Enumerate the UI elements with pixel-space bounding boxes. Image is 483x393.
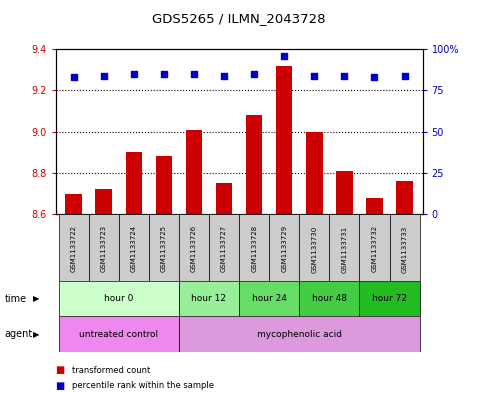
Text: ■: ■	[56, 365, 65, 375]
Bar	[89, 214, 119, 281]
Bar	[269, 214, 299, 281]
Bar	[239, 281, 299, 316]
Point	[311, 72, 318, 79]
Point	[70, 74, 77, 80]
Text: ▶: ▶	[33, 294, 39, 303]
Bar	[216, 183, 232, 214]
Point	[160, 71, 168, 77]
Bar	[156, 156, 172, 214]
Bar	[299, 214, 329, 281]
Point	[220, 72, 228, 79]
Bar	[329, 214, 359, 281]
Bar	[276, 66, 293, 214]
Text: hour 24: hour 24	[252, 294, 286, 303]
Bar	[389, 214, 420, 281]
Bar	[58, 316, 179, 352]
Text: GSM1133733: GSM1133733	[401, 225, 408, 273]
Point	[190, 71, 198, 77]
Bar	[179, 214, 209, 281]
Text: GSM1133732: GSM1133732	[371, 225, 378, 272]
Bar	[246, 115, 262, 214]
Point	[130, 71, 138, 77]
Bar	[179, 281, 239, 316]
Text: time: time	[5, 294, 27, 304]
Bar	[396, 181, 413, 214]
Text: hour 0: hour 0	[104, 294, 133, 303]
Bar	[306, 132, 323, 214]
Text: agent: agent	[5, 329, 33, 339]
Text: mycophenolic acid: mycophenolic acid	[257, 330, 342, 338]
Bar	[126, 152, 142, 214]
Text: GSM1133731: GSM1133731	[341, 225, 347, 273]
Bar	[239, 214, 269, 281]
Text: GSM1133725: GSM1133725	[161, 226, 167, 272]
Bar	[58, 214, 89, 281]
Text: ▶: ▶	[33, 330, 39, 338]
Point	[341, 72, 348, 79]
Bar	[209, 214, 239, 281]
Bar	[359, 281, 420, 316]
Bar	[65, 193, 82, 214]
Bar	[299, 281, 359, 316]
Point	[250, 71, 258, 77]
Text: GSM1133723: GSM1133723	[100, 225, 107, 272]
Point	[280, 53, 288, 59]
Bar	[96, 189, 112, 214]
Point	[370, 74, 378, 80]
Text: GSM1133724: GSM1133724	[131, 226, 137, 272]
Text: GSM1133729: GSM1133729	[281, 225, 287, 272]
Text: hour 72: hour 72	[372, 294, 407, 303]
Text: GSM1133730: GSM1133730	[312, 225, 317, 273]
Bar	[119, 214, 149, 281]
Bar	[185, 130, 202, 214]
Text: GDS5265 / ILMN_2043728: GDS5265 / ILMN_2043728	[152, 12, 326, 25]
Bar	[149, 214, 179, 281]
Text: ■: ■	[56, 381, 65, 391]
Text: untreated control: untreated control	[79, 330, 158, 338]
Bar	[366, 198, 383, 214]
Bar	[58, 281, 179, 316]
Text: hour 12: hour 12	[191, 294, 227, 303]
Text: GSM1133728: GSM1133728	[251, 225, 257, 272]
Text: GSM1133726: GSM1133726	[191, 225, 197, 272]
Bar	[336, 171, 353, 214]
Text: hour 48: hour 48	[312, 294, 347, 303]
Text: transformed count: transformed count	[72, 366, 151, 375]
Point	[100, 72, 108, 79]
Bar	[179, 316, 420, 352]
Text: GSM1133722: GSM1133722	[71, 226, 77, 272]
Bar	[359, 214, 389, 281]
Text: GSM1133727: GSM1133727	[221, 225, 227, 272]
Point	[401, 72, 409, 79]
Text: percentile rank within the sample: percentile rank within the sample	[72, 382, 214, 390]
